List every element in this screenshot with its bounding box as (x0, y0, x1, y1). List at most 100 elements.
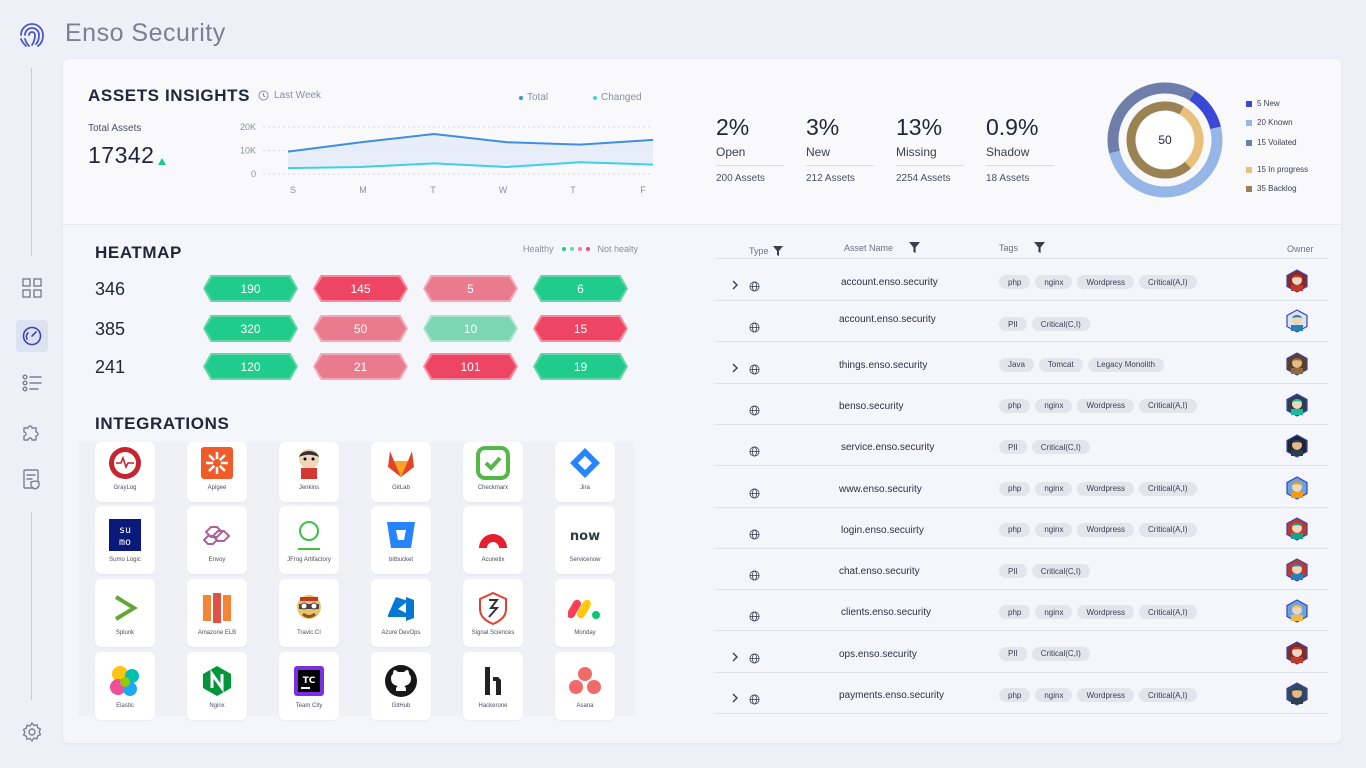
integration-tile-splunk[interactable]: Splunk (95, 579, 155, 647)
integration-tile-jira[interactable]: Jira (555, 442, 615, 502)
table-row[interactable]: ops.enso.security PII Critical(C,I) (715, 632, 1328, 673)
integration-tile-acunetix[interactable]: Acunetix (463, 506, 523, 574)
integration-tile-elastic[interactable]: Elastic (95, 652, 155, 720)
integration-tile-servicenow[interactable]: now Servicenow (555, 506, 615, 574)
heatmap-cell[interactable]: 190 (203, 275, 298, 302)
table-row[interactable]: chat.enso.security PII Critical(C,I) (715, 549, 1328, 591)
tag-badge[interactable]: Critical(A,I) (1139, 688, 1197, 702)
column-asset-name[interactable]: Asset Name (844, 242, 921, 253)
asset-name[interactable]: clients.enso.security (841, 607, 932, 619)
owner-avatar[interactable] (1285, 393, 1309, 417)
tag-badge[interactable]: Critical(C,I) (1031, 564, 1090, 579)
table-row[interactable]: service.enso.security PII Critical(C,I) (715, 425, 1328, 467)
tag-badge[interactable]: Critical(A,I) (1139, 605, 1197, 620)
filter-icon[interactable] (1034, 242, 1046, 253)
integration-tile-gitlab[interactable]: GitLab (371, 442, 431, 502)
owner-avatar[interactable] (1285, 269, 1309, 293)
tag-badge[interactable]: Critical(A,I) (1139, 275, 1197, 289)
tag-badge[interactable]: PII (999, 564, 1027, 579)
column-tags[interactable]: Tags (999, 242, 1046, 253)
chevron-right-icon[interactable] (730, 363, 740, 373)
tag-badge[interactable]: Legacy Monolith (1087, 357, 1164, 372)
tag-badge[interactable]: Critical(A,I) (1139, 481, 1197, 496)
integration-tile-checkmarx[interactable]: Checkmarx (463, 442, 523, 502)
integration-tile-team-city[interactable]: TC Team City (279, 652, 339, 720)
tag-badge[interactable]: nginx (1035, 398, 1073, 413)
tag-badge[interactable]: php (999, 688, 1031, 702)
asset-name[interactable]: login.enso.secuirty (841, 524, 924, 536)
asset-name[interactable]: benso.security (839, 400, 904, 412)
table-row[interactable]: things.enso.security Java Tomcat Legacy Mon… (715, 343, 1328, 384)
table-row[interactable]: login.enso.secuirty php nginx Wordpress Crit… (715, 508, 1328, 549)
asset-name[interactable]: account.enso.security (839, 314, 936, 326)
owner-avatar[interactable] (1285, 641, 1309, 665)
integration-tile-amazone-elb[interactable]: Amazone ELB (187, 579, 247, 647)
integration-tile-jfrog-artifactory[interactable]: JFrog Artifactory (279, 506, 339, 574)
table-row[interactable]: account.enso.security PII Critical(C,I) (715, 301, 1328, 343)
table-row[interactable]: benso.security php nginx Wordpress Critical(… (715, 384, 1328, 425)
integration-tile-apigee[interactable]: Apigee (187, 442, 247, 502)
tag-badge[interactable]: nginx (1035, 688, 1073, 702)
tag-badge[interactable]: php (999, 481, 1031, 496)
tag-badge[interactable]: Wordpress (1077, 398, 1135, 413)
owner-avatar[interactable] (1285, 517, 1309, 541)
integration-tile-envoy[interactable]: Envoy (187, 506, 247, 574)
heatmap-cell[interactable]: 21 (313, 353, 408, 380)
integration-tile-azure-devops[interactable]: Azure DevOps (371, 579, 431, 647)
heatmap-cell[interactable]: 145 (313, 275, 408, 302)
integration-tile-bitbucket[interactable]: bitbucket (371, 506, 431, 574)
integration-tile-monday[interactable]: Monday (555, 579, 615, 647)
tag-badge[interactable]: Critical(A,I) (1139, 398, 1197, 413)
asset-name[interactable]: ops.enso.security (839, 648, 917, 660)
tag-badge[interactable]: Critical(C,I) (1031, 317, 1090, 332)
integration-tile-nginx[interactable]: Nginx (187, 652, 247, 720)
tag-badge[interactable]: nginx (1035, 275, 1073, 289)
tag-badge[interactable]: Wordpress (1077, 605, 1135, 620)
chevron-right-icon[interactable] (730, 280, 740, 290)
enso-fingerprint-logo-icon[interactable] (16, 19, 48, 51)
tag-badge[interactable]: Wordpress (1077, 275, 1135, 289)
tag-badge[interactable]: php (999, 522, 1031, 537)
heatmap-cell[interactable]: 15 (533, 315, 628, 342)
asset-name[interactable]: chat.enso.security (839, 566, 920, 578)
chevron-right-icon[interactable] (730, 693, 740, 703)
table-row[interactable]: www.enso.security php nginx Wordpress Critic… (715, 467, 1328, 508)
integration-tile-signal-sciences[interactable]: Signal Sciences (463, 579, 523, 647)
tag-badge[interactable]: Critical(C,I) (1031, 440, 1090, 455)
integration-tile-graylog[interactable]: GrayLog (95, 442, 155, 502)
sidebar-item-settings[interactable] (16, 716, 48, 748)
filter-icon[interactable] (772, 246, 783, 256)
tag-badge[interactable]: PII (999, 317, 1027, 332)
owner-avatar[interactable] (1285, 558, 1309, 582)
owner-avatar[interactable] (1285, 309, 1309, 333)
heatmap-cell[interactable]: 19 (533, 353, 628, 380)
tag-badge[interactable]: nginx (1035, 481, 1073, 496)
tag-badge[interactable]: Critical(C,I) (1031, 646, 1090, 661)
tag-badge[interactable]: Wordpress (1077, 522, 1135, 537)
owner-avatar[interactable] (1285, 351, 1309, 376)
column-type[interactable]: Type (749, 246, 783, 256)
integration-tile-hackerone[interactable]: Hackerone (463, 652, 523, 720)
tag-badge[interactable]: php (999, 605, 1031, 620)
owner-avatar[interactable] (1285, 599, 1309, 624)
heatmap-cell[interactable]: 101 (423, 353, 518, 380)
tag-badge[interactable]: Java (999, 357, 1034, 372)
integration-tile-sumo-logic[interactable]: su mo Sumo Logic (95, 506, 155, 574)
asset-name[interactable]: www.enso.security (839, 483, 922, 495)
asset-name[interactable]: account.enso.security (841, 277, 938, 288)
asset-name[interactable]: payments.enso.security (839, 690, 945, 701)
sidebar-item-dashboard[interactable] (16, 272, 48, 304)
heatmap-cell[interactable]: 50 (313, 315, 408, 342)
asset-name[interactable]: things.enso.security (839, 359, 928, 371)
owner-avatar[interactable] (1285, 475, 1309, 500)
sidebar-item-list[interactable] (16, 367, 48, 399)
chevron-right-icon[interactable] (730, 652, 740, 662)
sidebar-item-integrations[interactable] (16, 416, 48, 448)
tag-badge[interactable]: Wordpress (1077, 688, 1135, 702)
integration-tile-asana[interactable]: Asana (555, 652, 615, 720)
tag-badge[interactable]: PII (999, 646, 1027, 661)
heatmap-cell[interactable]: 320 (203, 315, 298, 342)
tag-badge[interactable]: Wordpress (1077, 481, 1135, 496)
sidebar-item-insights[interactable] (16, 320, 48, 352)
tag-badge[interactable]: PII (999, 440, 1027, 455)
